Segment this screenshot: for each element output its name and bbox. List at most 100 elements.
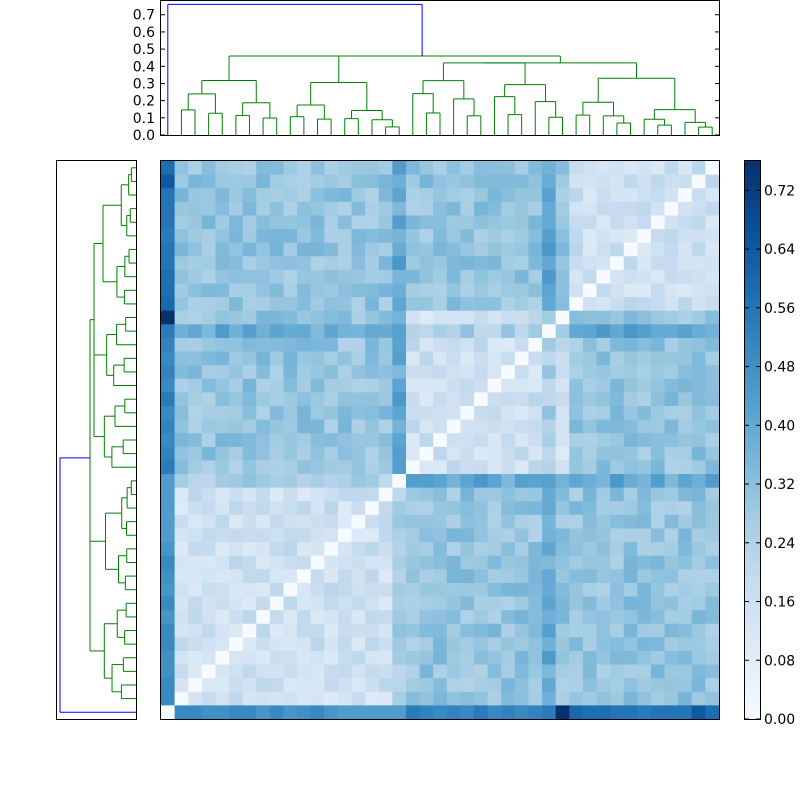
heatmap-cell bbox=[201, 337, 217, 353]
heatmap-cell bbox=[283, 650, 298, 666]
heatmap-cell bbox=[582, 378, 598, 393]
heatmap-cell bbox=[569, 201, 584, 217]
heatmap-cell bbox=[215, 324, 230, 339]
heatmap-cell bbox=[678, 610, 693, 625]
heatmap-cell bbox=[337, 460, 353, 475]
heatmap-cell bbox=[297, 188, 312, 203]
heatmap-cell bbox=[664, 474, 679, 489]
heatmap-cell bbox=[514, 623, 530, 638]
heatmap-cell bbox=[446, 229, 462, 244]
heatmap-cell bbox=[419, 664, 434, 679]
heatmap-cell bbox=[215, 392, 230, 407]
heatmap-cell bbox=[610, 569, 625, 584]
heatmap-cell bbox=[161, 542, 176, 557]
heatmap-cell bbox=[365, 678, 380, 693]
heatmap-cell bbox=[650, 650, 666, 666]
heatmap-cell bbox=[474, 201, 489, 217]
heatmap-cell bbox=[691, 392, 706, 407]
heatmap-cell bbox=[283, 678, 298, 693]
heatmap-cell bbox=[337, 161, 353, 176]
heatmap-cell bbox=[351, 664, 366, 679]
heatmap-cell bbox=[405, 514, 421, 530]
heatmap-cell bbox=[555, 487, 570, 502]
heatmap-cell bbox=[188, 188, 203, 203]
heatmap-cell bbox=[405, 569, 421, 584]
heatmap-cell bbox=[664, 610, 679, 625]
heatmap-cell bbox=[419, 514, 434, 530]
heatmap-cell bbox=[378, 474, 393, 489]
heatmap-cell bbox=[365, 392, 380, 407]
heatmap-cell bbox=[555, 174, 570, 189]
heatmap-cell bbox=[201, 569, 217, 584]
heatmap-cell bbox=[337, 501, 353, 516]
heatmap-cell bbox=[229, 596, 244, 611]
heatmap-cell bbox=[174, 174, 189, 189]
heatmap-cell bbox=[269, 215, 285, 230]
heatmap-cell bbox=[650, 705, 666, 720]
heatmap-cell bbox=[161, 596, 176, 611]
heatmap-cell bbox=[188, 582, 203, 598]
heatmap-cell bbox=[229, 487, 244, 502]
heatmap-cell bbox=[610, 637, 625, 652]
heatmap-cell bbox=[378, 528, 393, 543]
heatmap-cell bbox=[460, 188, 475, 203]
heatmap-cell bbox=[269, 242, 285, 257]
heatmap-cell bbox=[446, 378, 462, 393]
heatmap-cell bbox=[365, 446, 380, 462]
heatmap-cell bbox=[623, 174, 638, 189]
heatmap-cell bbox=[201, 392, 217, 407]
heatmap-cell bbox=[596, 542, 611, 557]
heatmap-cell bbox=[582, 501, 598, 516]
heatmap-cell bbox=[419, 446, 434, 462]
heatmap-cell bbox=[623, 283, 638, 298]
heatmap-cell bbox=[542, 433, 557, 448]
heatmap-cell bbox=[623, 582, 638, 598]
heatmap-cell bbox=[678, 215, 693, 230]
heatmap-cell bbox=[215, 501, 230, 516]
heatmap-cell bbox=[664, 664, 679, 679]
heatmap-cell bbox=[691, 256, 706, 271]
heatmap-cell bbox=[637, 215, 652, 230]
heatmap-cell bbox=[174, 637, 189, 652]
heatmap-cell bbox=[596, 174, 611, 189]
heatmap-cell bbox=[161, 215, 176, 230]
heatmap-cell bbox=[283, 569, 298, 584]
heatmap-cell bbox=[351, 678, 366, 693]
heatmap-cell bbox=[392, 664, 407, 679]
heatmap-cell bbox=[555, 514, 570, 530]
heatmap-cell bbox=[474, 283, 489, 298]
heatmap-cell bbox=[664, 705, 679, 720]
heatmap-cell bbox=[337, 569, 353, 584]
heatmap-cell bbox=[705, 215, 720, 230]
heatmap-cell bbox=[392, 542, 407, 557]
heatmap-cell bbox=[446, 582, 462, 598]
heatmap-cell bbox=[514, 419, 530, 434]
heatmap-cell bbox=[569, 474, 584, 489]
heatmap-cell bbox=[514, 678, 530, 693]
heatmap-cell bbox=[378, 446, 393, 462]
heatmap-cell bbox=[460, 596, 475, 611]
heatmap-cell bbox=[324, 555, 339, 570]
heatmap-cell bbox=[555, 446, 570, 462]
heatmap-cell bbox=[487, 610, 502, 625]
heatmap-cell bbox=[664, 650, 679, 666]
heatmap-cell bbox=[310, 446, 325, 462]
heatmap-cell bbox=[691, 378, 706, 393]
heatmap-cell bbox=[474, 378, 489, 393]
heatmap-cell bbox=[310, 691, 325, 706]
heatmap-cell bbox=[161, 487, 176, 502]
heatmap-cell bbox=[297, 405, 312, 421]
heatmap-cell bbox=[446, 664, 462, 679]
heatmap-cell bbox=[378, 555, 393, 570]
heatmap-cell bbox=[569, 705, 584, 720]
heatmap-cell bbox=[514, 596, 530, 611]
heatmap-cell bbox=[637, 337, 652, 353]
heatmap-cell bbox=[433, 705, 448, 720]
heatmap-cell bbox=[501, 446, 516, 462]
heatmap-cell bbox=[691, 460, 706, 475]
heatmap-cell bbox=[405, 637, 421, 652]
heatmap-cell bbox=[433, 514, 448, 530]
heatmap-cell bbox=[188, 487, 203, 502]
heatmap-cell bbox=[610, 242, 625, 257]
heatmap-cell bbox=[596, 433, 611, 448]
